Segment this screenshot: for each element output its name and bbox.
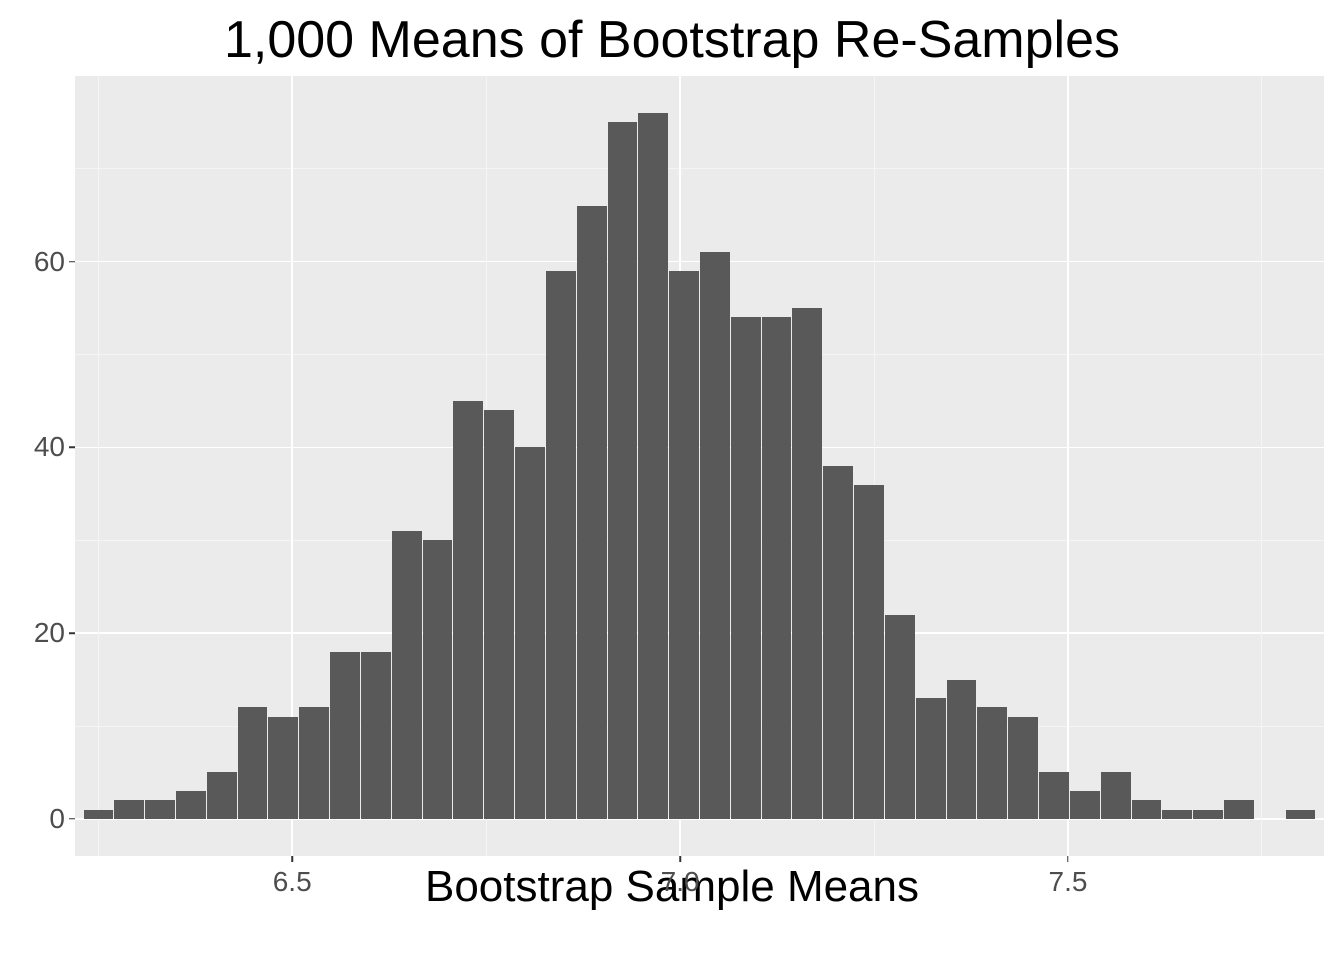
x-tick-mark: [679, 856, 681, 862]
histogram-bar: [546, 271, 576, 819]
histogram-bar: [84, 810, 114, 819]
histogram-bar: [1162, 810, 1192, 819]
chart-title: 1,000 Means of Bootstrap Re-Samples: [0, 0, 1344, 76]
grid-minor-h: [75, 168, 1324, 169]
histogram-bar: [762, 317, 792, 818]
x-tick-label: 7.0: [661, 856, 700, 898]
histogram-bar: [731, 317, 761, 818]
histogram-bar: [145, 800, 175, 819]
histogram-bar: [947, 680, 977, 819]
histogram-bar: [207, 772, 237, 818]
histogram-bar: [669, 271, 699, 819]
histogram-bar: [792, 308, 822, 819]
histogram-bar: [1008, 717, 1038, 819]
histogram-bar: [577, 206, 607, 819]
histogram-bar: [176, 791, 206, 819]
y-tick-mark: [69, 818, 75, 820]
histogram-bar: [1101, 772, 1131, 818]
histogram-bar: [361, 652, 391, 819]
histogram-bar: [885, 615, 915, 819]
histogram-bar: [238, 707, 268, 818]
grid-minor-v: [1261, 76, 1262, 856]
histogram-bar: [608, 122, 638, 818]
plot-panel: [75, 76, 1324, 856]
histogram-bar: [423, 540, 453, 819]
histogram-bar: [453, 401, 483, 819]
histogram-bar: [700, 252, 730, 818]
histogram-bar: [1070, 791, 1100, 819]
histogram-bar: [484, 410, 514, 819]
histogram-bar: [392, 531, 422, 819]
grid-major-v: [1067, 76, 1069, 856]
histogram-bar: [299, 707, 329, 818]
histogram-bar: [1039, 772, 1069, 818]
chart-container: 1,000 Means of Bootstrap Re-Samples 0204…: [0, 0, 1344, 960]
histogram-bar: [823, 466, 853, 819]
plot-area: 02040606.57.07.5: [75, 76, 1324, 856]
histogram-bar: [916, 698, 946, 819]
histogram-bar: [330, 652, 360, 819]
histogram-bar: [114, 800, 144, 819]
x-tick-label: 6.5: [273, 856, 312, 898]
y-tick-mark: [69, 632, 75, 634]
histogram-bar: [638, 113, 668, 819]
y-tick-mark: [69, 261, 75, 263]
y-tick-mark: [69, 447, 75, 449]
histogram-bar: [1286, 810, 1316, 819]
histogram-bar: [268, 717, 298, 819]
histogram-bar: [1193, 810, 1223, 819]
histogram-bar: [515, 447, 545, 818]
x-tick-label: 7.5: [1049, 856, 1088, 898]
histogram-bar: [1132, 800, 1162, 819]
histogram-bar: [854, 485, 884, 819]
histogram-bar: [1224, 800, 1254, 819]
x-tick-mark: [1067, 856, 1069, 862]
x-tick-mark: [291, 856, 293, 862]
histogram-bar: [977, 707, 1007, 818]
grid-minor-v: [98, 76, 99, 856]
